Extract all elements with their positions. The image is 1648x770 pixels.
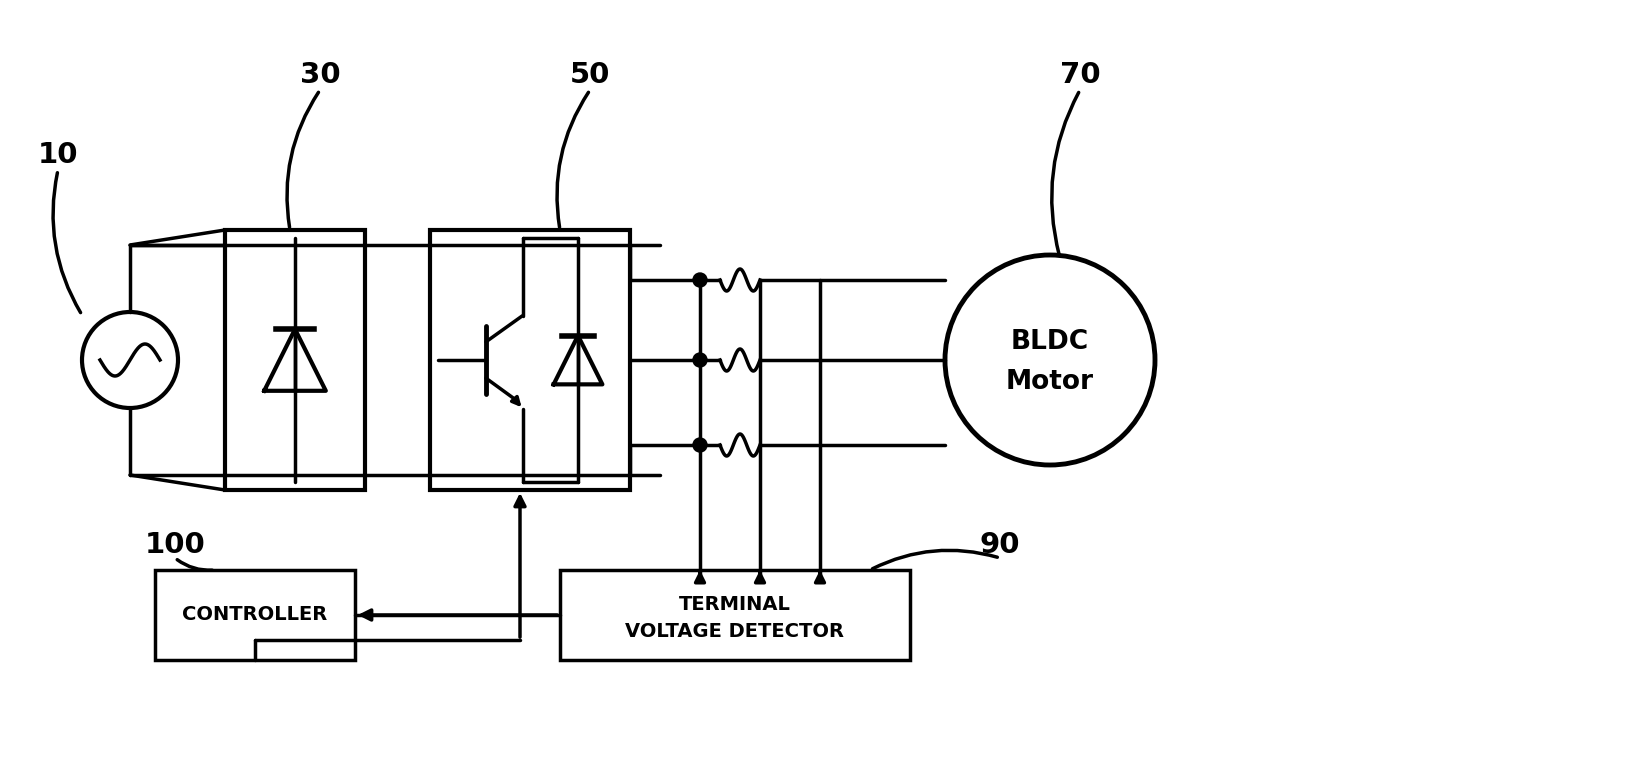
Text: Motor: Motor [1005,369,1094,395]
Text: 100: 100 [145,531,206,559]
Text: 70: 70 [1060,61,1101,89]
Text: 50: 50 [570,61,610,89]
Text: 10: 10 [38,141,77,169]
Text: VOLTAGE DETECTOR: VOLTAGE DETECTOR [626,621,844,641]
Bar [226,230,364,490]
Text: 90: 90 [981,531,1020,559]
Circle shape [694,438,707,452]
Bar [560,570,910,660]
Text: TERMINAL: TERMINAL [679,594,791,614]
Text: CONTROLLER: CONTROLLER [183,605,328,624]
Circle shape [694,353,707,367]
Circle shape [694,273,707,287]
Bar [430,230,630,490]
Text: BLDC: BLDC [1010,329,1089,355]
Text: 30: 30 [300,61,341,89]
Bar [155,570,354,660]
